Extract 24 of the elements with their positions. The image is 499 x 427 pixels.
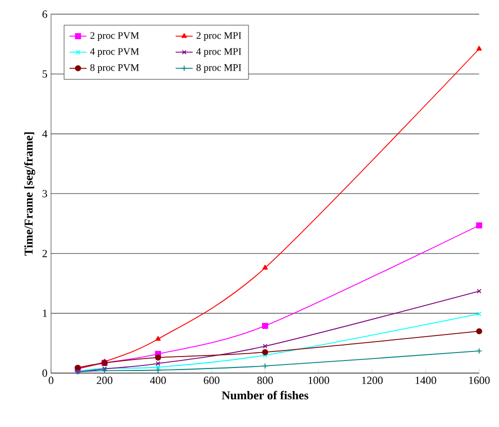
y-tick-label: 3 bbox=[42, 190, 48, 198]
x-tick-label: 400 bbox=[150, 376, 166, 384]
y-tick-label: 4 bbox=[42, 130, 48, 138]
y-tick-label: 2 bbox=[42, 250, 47, 258]
x-tick-label: 1400 bbox=[416, 376, 436, 384]
legend-label: 2 proc PVM bbox=[90, 32, 139, 41]
x-axis-title: Number of fishes bbox=[222, 390, 308, 400]
y-tick-label: 1 bbox=[43, 310, 47, 317]
legend-label: 4 proc MPI bbox=[196, 48, 242, 57]
x-tick-label: 1600 bbox=[469, 376, 490, 384]
legend-label: 8 proc PVM bbox=[90, 64, 139, 73]
y-tick-label: 6 bbox=[42, 10, 48, 18]
y-tick-label: 5 bbox=[42, 70, 48, 78]
x-tick-label: 1000 bbox=[308, 376, 330, 384]
x-tick-label: 200 bbox=[96, 376, 112, 384]
legend-label: 4 proc PVM bbox=[90, 48, 139, 57]
legend-label: 8 proc MPI bbox=[196, 64, 242, 73]
x-tick-label: 800 bbox=[257, 376, 273, 384]
legend-label: 2 proc MPI bbox=[196, 32, 242, 41]
y-tick-label: 0 bbox=[42, 369, 48, 377]
x-tick-label: 1200 bbox=[362, 376, 383, 384]
x-tick-label: 600 bbox=[204, 376, 220, 384]
x-tick-label: 0 bbox=[48, 376, 54, 384]
y-axis-title: Time/Frame [seg/frame] bbox=[24, 132, 36, 256]
